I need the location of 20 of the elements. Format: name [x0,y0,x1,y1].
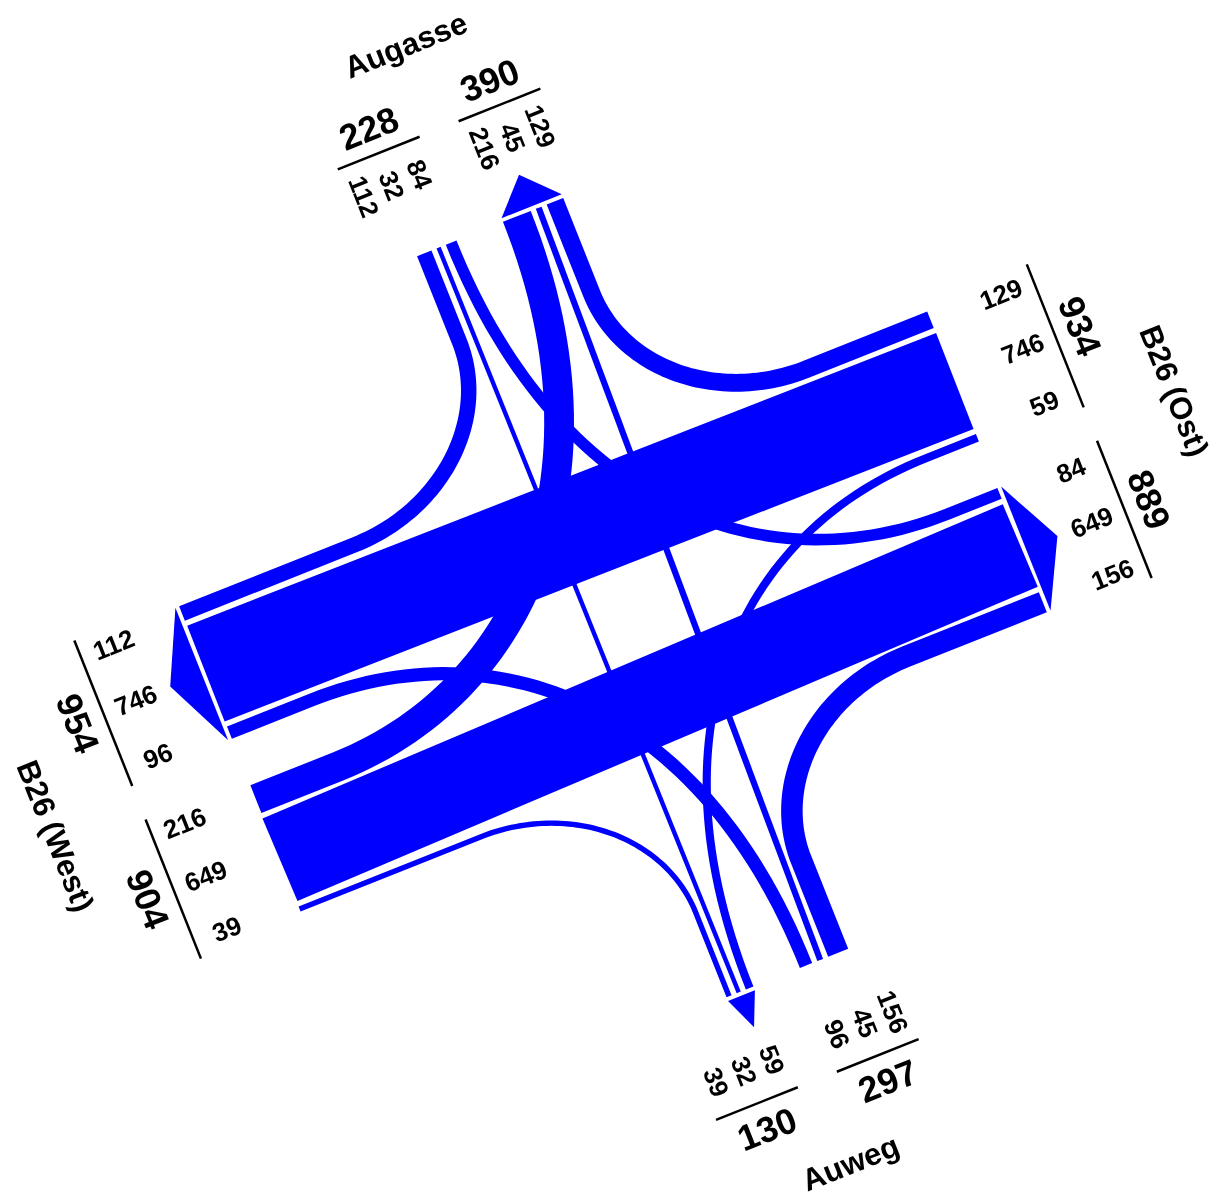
text: 649 [180,854,232,899]
data-label: 746 [110,678,162,723]
data-label: 96 [138,736,177,776]
category-label: B26 (Ost) [1132,320,1216,462]
data-label: 156 [1086,552,1139,597]
text: 216 [159,801,211,846]
text: 59 [1025,384,1064,423]
text: 954 [47,687,108,759]
data-label: 84 [1052,450,1091,490]
text: 889 [1118,464,1180,536]
data-label: 649 [1066,500,1118,545]
data-label: 112 [88,622,139,667]
text: 934 [1049,290,1111,362]
text: 904 [117,863,178,935]
text: 129 [975,272,1027,317]
text: 746 [997,326,1049,371]
text: 130 [731,1098,803,1160]
text: 228 [333,98,405,159]
text: 297 [852,1050,924,1112]
text: 39 [207,909,246,949]
